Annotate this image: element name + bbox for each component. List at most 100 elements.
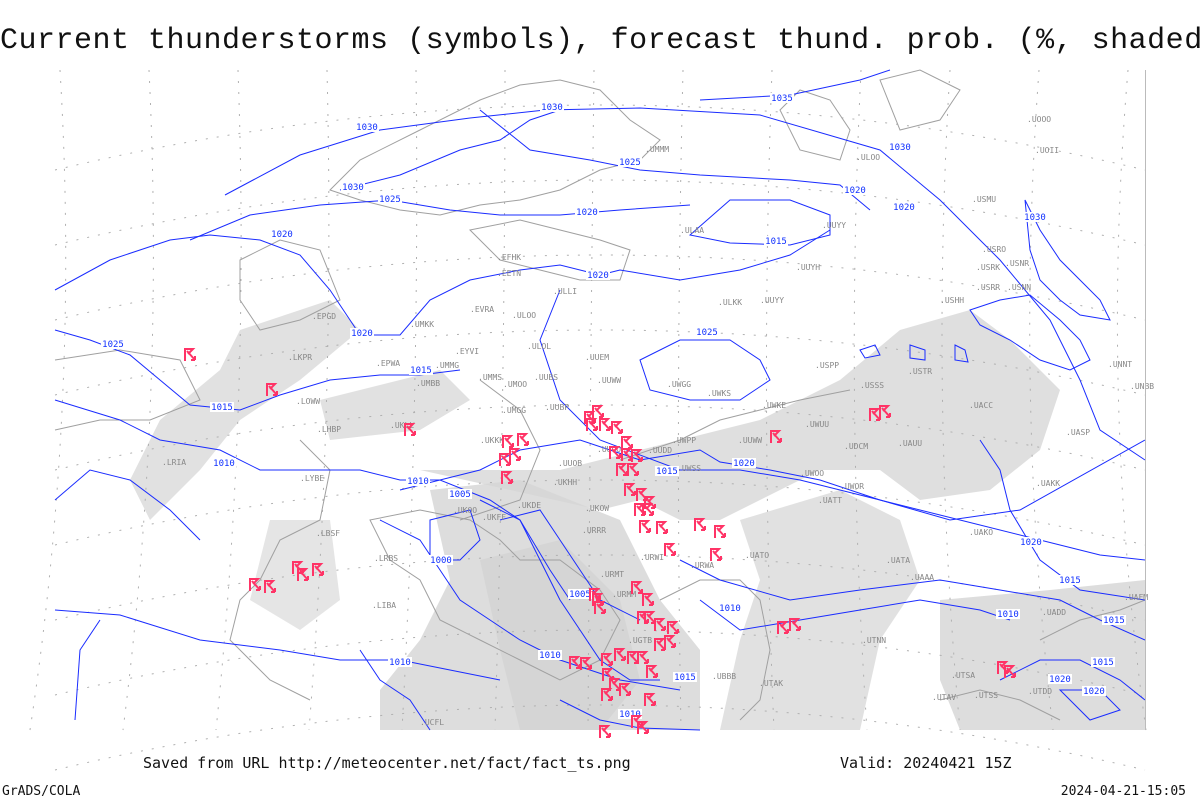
- coastline: [939, 689, 1061, 721]
- isobar-label: 1025: [102, 340, 124, 350]
- meridian: [765, 69, 775, 731]
- station-label: .UWKE: [762, 401, 786, 410]
- isobar-label-bg: [892, 202, 916, 212]
- thunderstorm-symbol-icon: [312, 563, 324, 576]
- station-label: .UKLL: [390, 421, 414, 430]
- isobar: [54, 469, 201, 541]
- station-label: .UMOO: [503, 380, 527, 389]
- isobar-label: 1020: [733, 459, 755, 469]
- isobar-label-bg: [1102, 615, 1126, 625]
- station-label: .UAUU: [898, 439, 922, 448]
- isobar-label: 1020: [844, 186, 866, 196]
- thunderstorm-symbol-icon: [644, 611, 656, 624]
- station-label: .UTSA: [951, 671, 975, 680]
- thunderstorm-symbol-icon: [627, 651, 639, 664]
- isobar: [54, 609, 501, 681]
- coastline: [879, 69, 961, 131]
- isobar-label-bg: [448, 489, 472, 499]
- isobar: [479, 109, 871, 211]
- thunderstorm-symbol-icon: [599, 418, 611, 431]
- thunderstorm-symbol-icon: [664, 543, 676, 556]
- station-label: .UWPP: [672, 436, 696, 445]
- station-label: .UKOW: [585, 504, 609, 513]
- station-label: .ULOO: [856, 153, 880, 162]
- isobar: [559, 699, 701, 731]
- coastline: [659, 579, 771, 721]
- isobar-label: 1010: [407, 477, 429, 487]
- station-label: .UWUU: [805, 420, 829, 429]
- station-label: .LRIA: [162, 458, 186, 467]
- isobar-label: 1015: [211, 403, 233, 413]
- station-label: .ULKK: [718, 298, 742, 307]
- station-label: .USMU: [972, 195, 996, 204]
- thunderstorm-symbol-icon: [264, 580, 276, 593]
- thunderstorm-symbol-icon: [637, 651, 649, 664]
- isobar-label-bg: [888, 142, 912, 152]
- thunderstorm-symbol-icon: [592, 405, 604, 418]
- thunderstorm-symbol-icon: [869, 408, 881, 421]
- isobar-label: 1035: [771, 94, 793, 104]
- station-label: .UWKS: [707, 389, 731, 398]
- station-label: .ULAA: [680, 226, 704, 235]
- thunderstorm-symbol-icon: [714, 525, 726, 538]
- station-label: .UTNN: [862, 636, 886, 645]
- thunderstorm-symbol-icon: [879, 405, 891, 418]
- isobar-label: 1000: [430, 556, 452, 566]
- isobar: [539, 289, 1146, 561]
- station-label: .UNBB: [1130, 382, 1154, 391]
- station-label: .LBSF: [316, 529, 340, 538]
- isobar-label-bg: [406, 476, 430, 486]
- coastline: [369, 509, 621, 681]
- coastline: [329, 79, 661, 216]
- meridian: [1029, 69, 1054, 731]
- thunderstorm-symbol-icon: [634, 503, 646, 516]
- isobar-label-bg: [673, 672, 697, 682]
- station-label: .UBBB: [712, 672, 736, 681]
- station-label: .UDCM: [844, 442, 868, 451]
- isobar-label-bg: [270, 229, 294, 239]
- isobar-label: 1030: [1024, 213, 1046, 223]
- station-label: .UASP: [1066, 428, 1090, 437]
- station-label: .ULOO: [512, 311, 536, 320]
- isobar-label-bg: [350, 328, 374, 338]
- station-label: .UATT: [818, 496, 842, 505]
- thunderstorm-symbol-icon: [586, 418, 598, 431]
- isobar: [954, 344, 969, 363]
- station-label: .UCFL: [420, 718, 444, 727]
- isobar: [74, 619, 101, 721]
- station-label: .EPWA: [376, 359, 400, 368]
- isobar-label-bg: [568, 589, 592, 599]
- station-label: .UNNT: [1108, 360, 1132, 369]
- station-label: .UAFM: [1124, 593, 1148, 602]
- meridian: [122, 69, 154, 731]
- station-label: .USRR: [976, 283, 1000, 292]
- isobar: [1024, 199, 1111, 321]
- isobar: [639, 339, 771, 401]
- station-label: .UUBS: [534, 373, 558, 382]
- isobar: [54, 399, 1146, 521]
- thunderstorm-symbol-icon: [789, 618, 801, 631]
- thunderstorm-symbol-icon: [656, 521, 668, 534]
- parallel: [54, 104, 1146, 171]
- isobar: [429, 509, 481, 561]
- isobar-label: 1030: [356, 123, 378, 133]
- isobar: [699, 69, 891, 101]
- station-label: .LHBP: [317, 425, 341, 434]
- isobar-label-bg: [718, 603, 742, 613]
- thunderstorm-symbol-icon: [611, 421, 623, 434]
- station-label: .UTDD: [1028, 687, 1052, 696]
- meridian: [29, 69, 67, 731]
- station-label: .UTAK: [759, 679, 783, 688]
- station-label: .UUWW: [738, 436, 762, 445]
- parallel: [54, 479, 1146, 546]
- thunderstorm-symbol-icon: [646, 665, 658, 678]
- map-title: Current thunderstorms (symbols), forecas…: [0, 24, 1200, 58]
- thunderstorm-symbol-icon: [266, 383, 278, 396]
- station-label: .UKHH: [553, 478, 577, 487]
- thunderstorm-symbol-icon: [614, 648, 626, 661]
- station-label: .UGTB: [628, 636, 652, 645]
- thunderstorm-symbol-icon: [602, 668, 614, 681]
- station-label: .UUYH: [796, 263, 820, 272]
- thunderstorm-symbol-icon: [297, 568, 309, 581]
- isobar-label-bg: [843, 185, 867, 195]
